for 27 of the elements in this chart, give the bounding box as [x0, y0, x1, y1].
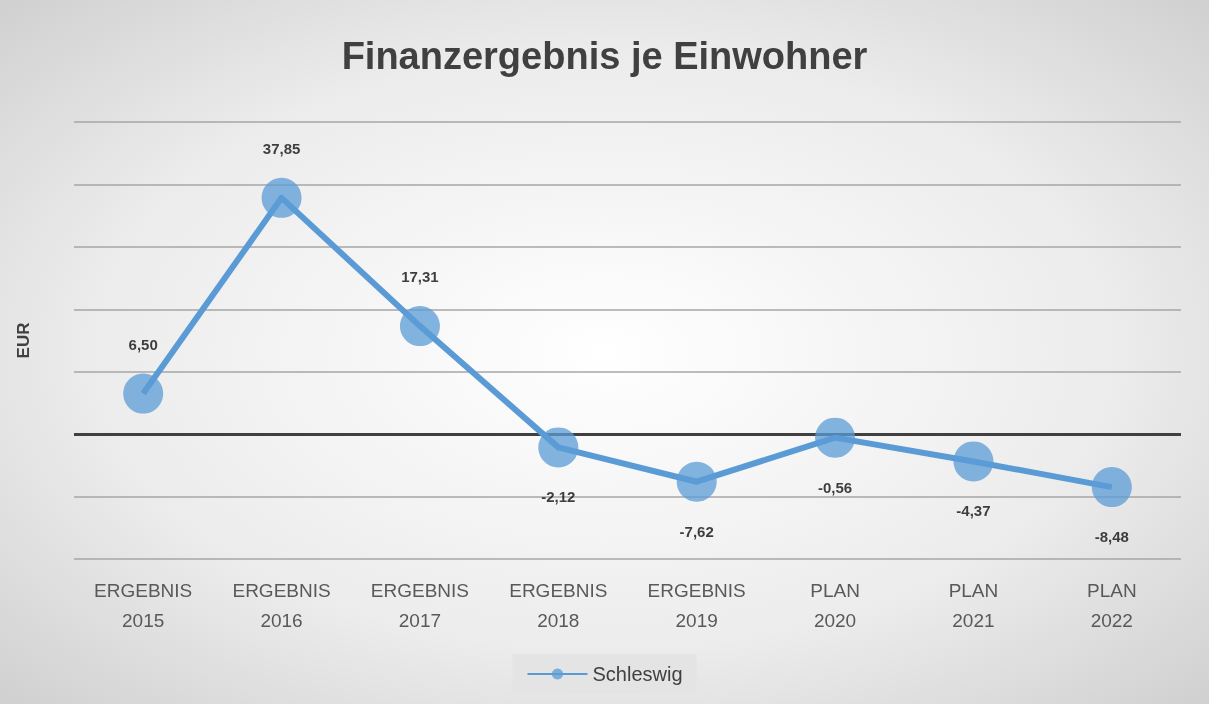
- data-label: -2,12: [541, 488, 576, 506]
- data-label: 6,50: [128, 335, 158, 353]
- point: [261, 177, 302, 218]
- point: [538, 427, 579, 468]
- data-label: 37,85: [262, 139, 301, 157]
- x-tick-label: PLAN 2021: [948, 579, 999, 631]
- point: [953, 441, 994, 482]
- x-tick-label: ERGEBNIS 2018: [509, 579, 608, 631]
- chart-title: Finanzergebnis je Einwohner: [341, 35, 868, 77]
- y-axis-title: EUR: [14, 322, 33, 359]
- x-tick-label: ERGEBNIS 2019: [647, 579, 746, 631]
- x-tick-label: ERGEBNIS 2015: [94, 579, 193, 631]
- point: [399, 306, 440, 347]
- data-label: -0,56: [817, 478, 853, 496]
- legend-label: Schleswig: [592, 663, 683, 685]
- point: [123, 373, 164, 414]
- x-tick-label: PLAN 2020: [810, 579, 860, 631]
- point: [815, 417, 856, 458]
- data-label: -8,48: [1094, 528, 1129, 546]
- x-tick-label: PLAN 2022: [1086, 579, 1137, 631]
- point: [676, 461, 717, 502]
- point: [1091, 467, 1132, 508]
- x-tick-label: ERGEBNIS 2017: [370, 579, 470, 631]
- data-label: 17,31: [401, 268, 439, 286]
- data-label: -7,62: [679, 522, 714, 540]
- x-tick-label: ERGEBNIS 2016: [232, 579, 331, 631]
- data-label: -4,37: [956, 502, 991, 520]
